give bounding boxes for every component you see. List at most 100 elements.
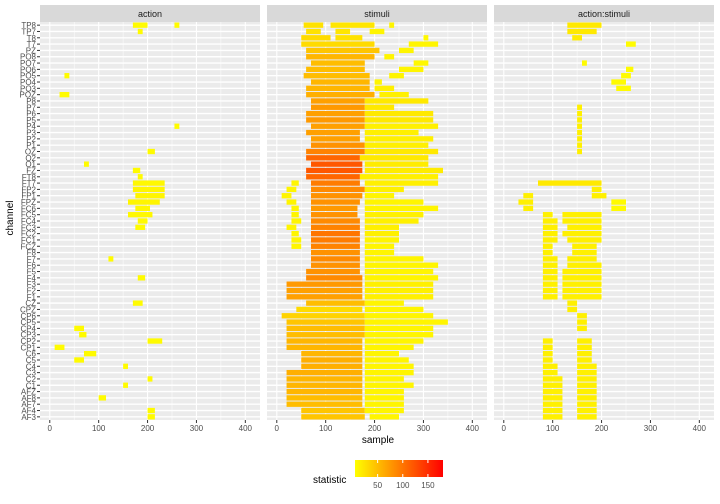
y-tick-label: CP2 xyxy=(20,337,36,346)
y-tick-label: POZ xyxy=(20,91,37,100)
heatmap-cell xyxy=(626,66,634,73)
y-tick-label: P3 xyxy=(26,129,36,138)
heatmap-cell xyxy=(123,363,128,369)
heatmap-cell xyxy=(286,388,363,395)
heatmap-cell xyxy=(311,224,360,230)
y-tick-label: C5 xyxy=(26,356,37,365)
heatmap-cell xyxy=(384,54,395,60)
y-tick-label: TP8 xyxy=(21,21,36,30)
legend-tick-label: 150 xyxy=(421,481,435,490)
heatmap-cell xyxy=(389,22,395,28)
heatmap-cell xyxy=(577,357,592,363)
heatmap-cell xyxy=(364,332,434,338)
heatmap-cell xyxy=(562,287,602,294)
heatmap-cell xyxy=(306,129,360,136)
heatmap-cell xyxy=(364,363,414,369)
heatmap-cell xyxy=(147,148,155,155)
heatmap-cell xyxy=(542,382,563,388)
y-tick-label: FC3 xyxy=(21,223,37,232)
heatmap-cell xyxy=(364,262,439,268)
heatmap-cell xyxy=(577,338,592,344)
heatmap-cell xyxy=(132,300,143,306)
heatmap-cell xyxy=(542,275,558,281)
heatmap-cell xyxy=(306,85,370,91)
heatmap-cell xyxy=(135,224,146,230)
heatmap-cell xyxy=(542,287,558,294)
x-tick-label: 400 xyxy=(466,424,480,433)
facet-strip xyxy=(40,5,260,22)
heatmap-cell xyxy=(364,117,434,123)
heatmap-cell xyxy=(286,401,363,407)
heatmap-cell xyxy=(306,167,363,174)
y-tick-label: PO8 xyxy=(20,53,37,62)
y-tick-label: F3 xyxy=(27,280,37,289)
heatmap-cell xyxy=(147,338,163,344)
heatmap-cell xyxy=(562,268,602,275)
heatmap-cell xyxy=(577,148,582,155)
heatmap-cell xyxy=(311,98,365,104)
heatmap-cell xyxy=(577,376,597,382)
heatmap-cell xyxy=(123,382,128,388)
heatmap-cell xyxy=(174,123,180,129)
x-tick-label: 400 xyxy=(693,424,707,433)
heatmap-cell xyxy=(59,91,70,98)
heatmap-cell xyxy=(364,388,404,395)
heatmap-cell xyxy=(542,388,563,395)
heatmap-cell xyxy=(132,186,165,193)
heatmap-cell xyxy=(286,325,365,332)
heatmap-cell xyxy=(374,85,395,91)
heatmap-cell xyxy=(306,110,365,117)
heatmap-cell xyxy=(291,243,302,249)
heatmap-cell xyxy=(286,369,363,376)
heatmap-cell xyxy=(364,300,404,306)
heatmap-cell xyxy=(286,186,297,193)
heatmap-cell xyxy=(577,395,597,401)
y-tick-label: P6 xyxy=(26,110,36,119)
heatmap-cell xyxy=(291,237,302,243)
heatmap-cell xyxy=(577,401,597,407)
heatmap-cell xyxy=(364,249,395,256)
heatmap-cell xyxy=(364,294,434,300)
heatmap-cell xyxy=(577,363,597,369)
x-tick-label: 100 xyxy=(546,424,560,433)
heatmap-cell xyxy=(542,344,553,351)
y-tick-label: CP1 xyxy=(20,343,36,352)
y-tick-label: PO6 xyxy=(20,65,37,74)
y-tick-label: F1 xyxy=(27,293,37,302)
heatmap-cell xyxy=(296,306,363,313)
x-tick-label: 400 xyxy=(239,424,253,433)
heatmap-cell xyxy=(286,224,297,230)
y-tick-label: FC4 xyxy=(21,217,37,226)
heatmap-cell xyxy=(577,344,592,351)
heatmap-cell xyxy=(74,357,84,363)
y-tick-label: CP6 xyxy=(20,312,36,321)
heatmap-cell xyxy=(542,395,563,401)
heatmap-cell xyxy=(562,281,602,287)
heatmap-cell xyxy=(577,129,582,136)
heatmap-cell xyxy=(301,357,363,363)
y-tick-label: FC2 xyxy=(21,230,37,239)
heatmap-cell xyxy=(423,35,429,41)
y-tick-label: P8 xyxy=(26,97,36,106)
heatmap-cell xyxy=(408,41,439,47)
heatmap-cell xyxy=(291,230,299,237)
heatmap-cell xyxy=(542,249,553,256)
heatmap-cell xyxy=(369,28,385,35)
heatmap-cell xyxy=(542,212,553,218)
heatmap-cell xyxy=(311,142,365,148)
y-tick-label: AFZ xyxy=(21,388,36,397)
heatmap-cell xyxy=(301,35,331,41)
heatmap-cell xyxy=(542,294,558,300)
heatmap-cell xyxy=(306,91,375,98)
legend-title: statistic xyxy=(313,475,346,486)
heatmap-cell xyxy=(562,212,602,218)
x-tick-label: 200 xyxy=(595,424,609,433)
heatmap-cell xyxy=(567,237,602,243)
y-tick-label: P7 xyxy=(26,103,36,112)
y-tick-label: CZ xyxy=(25,299,36,308)
heatmap-cell xyxy=(562,275,602,281)
heatmap-cell xyxy=(577,319,587,325)
x-tick-label: 100 xyxy=(92,424,106,433)
heatmap-cells xyxy=(281,22,448,420)
